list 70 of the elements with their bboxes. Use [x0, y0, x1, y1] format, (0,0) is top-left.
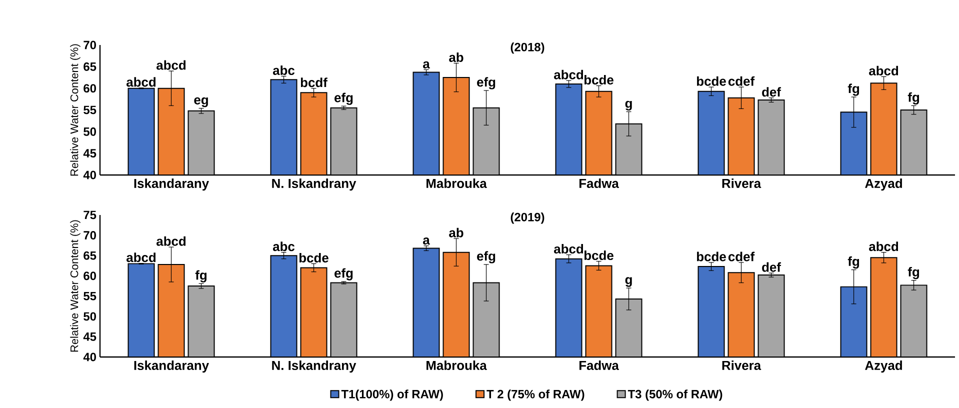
data-label: efg: [334, 268, 353, 280]
data-label: eg: [194, 97, 208, 108]
data-label: abcd: [869, 242, 898, 252]
data-label: a: [423, 61, 430, 68]
x-tick-label: Iskandarany: [134, 360, 209, 373]
y-axis-title: Relative Water Content (%): [70, 220, 80, 352]
data-label: efg: [477, 77, 496, 90]
data-label: cdef: [728, 76, 755, 86]
data-label: abc: [272, 242, 295, 252]
legend-label: T 2 (75% of RAW): [486, 390, 584, 401]
data-label: fg: [908, 92, 920, 104]
y-tick-label: 60: [84, 84, 96, 93]
data-label: bcdf: [300, 78, 328, 88]
data-label: abcd: [869, 66, 898, 76]
x-tick-label: Iskandarany: [134, 178, 209, 191]
data-label: efg: [477, 251, 496, 264]
data-label: abcd: [126, 77, 156, 87]
data-label: ab: [449, 52, 464, 62]
y-tick-label: 65: [84, 62, 96, 71]
data-label: abcd: [156, 60, 186, 70]
data-label: def: [762, 262, 782, 272]
x-tick-label: Azyad: [865, 178, 902, 191]
y-tick-label: 70: [84, 231, 96, 240]
y-tick-label: 45: [83, 332, 96, 341]
data-label: bcde: [300, 252, 328, 262]
data-label: cdef: [728, 252, 755, 262]
x-tick-label: Mabrouka: [426, 360, 487, 370]
data-label: def: [762, 87, 782, 97]
y-tick-label: 40: [83, 352, 96, 362]
data-label: fg: [848, 256, 860, 269]
y-tick-label: 45: [83, 149, 96, 158]
y-tick-label: 55: [84, 106, 96, 114]
data-label: fg: [195, 270, 206, 282]
y-tick-label: 50: [84, 312, 96, 321]
data-label: bcde: [697, 76, 726, 86]
data-label: ab: [449, 228, 464, 238]
y-tick-label: 65: [84, 251, 96, 260]
x-tick-label: Fadwa: [579, 360, 619, 370]
data-label: fg: [908, 266, 920, 280]
y-tick-label: 55: [84, 292, 96, 300]
data-label: bcde: [584, 250, 614, 260]
y-axis-title: Relative Water Content (%): [70, 44, 80, 176]
x-tick-label: Fadwa: [579, 178, 619, 188]
data-label: abcd: [156, 236, 186, 246]
legend-label: T3 (50% of RAW): [628, 390, 722, 401]
x-tick-label: N. Iskandrany: [272, 178, 356, 191]
y-tick-label: 50: [84, 127, 96, 136]
y-tick-label: 70: [84, 40, 96, 50]
x-tick-label: N. Iskandrany: [272, 360, 356, 373]
data-label: abcd: [554, 70, 584, 80]
data-label: abcd: [126, 252, 156, 262]
data-label: g: [625, 277, 632, 287]
data-label: abcd: [554, 244, 584, 254]
data-label: abc: [272, 65, 295, 75]
data-label: bcde: [584, 75, 614, 85]
chart-title: (2019): [510, 212, 544, 224]
x-tick-label: Mabrouka: [426, 178, 487, 188]
y-tick-label: 75: [84, 210, 96, 220]
legend-label: T1(100%) of RAW): [341, 390, 443, 401]
chart-title: (2018): [510, 42, 544, 54]
data-label: a: [423, 238, 430, 245]
x-tick-label: Rivera: [722, 178, 762, 188]
data-label: efg: [334, 92, 353, 105]
data-label: fg: [848, 84, 860, 96]
y-tick-label: 60: [84, 272, 96, 280]
data-label: g: [625, 100, 632, 111]
x-tick-label: Azyad: [865, 360, 902, 373]
x-tick-label: Rivera: [722, 360, 762, 370]
y-tick-label: 40: [83, 170, 96, 180]
data-label: bcde: [697, 252, 726, 262]
